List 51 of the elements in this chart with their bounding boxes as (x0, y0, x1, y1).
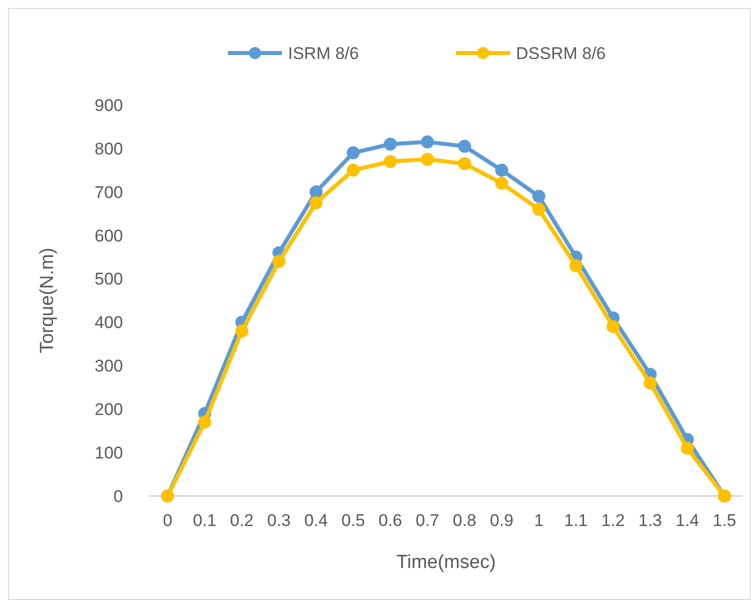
x-tick-label: 1.1 (564, 511, 588, 530)
point (680, 442, 694, 455)
point (198, 416, 212, 429)
point (532, 190, 546, 203)
point (458, 140, 472, 153)
x-tick-label: 0.1 (192, 511, 217, 530)
point (272, 254, 286, 268)
point (310, 196, 323, 210)
point (384, 138, 397, 151)
x-tick-label: 1.4 (675, 511, 700, 530)
y-tick-label: 400 (94, 313, 123, 332)
x-tick-label: 1.2 (601, 511, 625, 530)
x-tick-label: 0.8 (452, 511, 476, 530)
x-tick-label: 1.3 (638, 511, 662, 530)
point (384, 154, 397, 168)
x-tick-label: 0.7 (416, 511, 440, 530)
point (235, 324, 248, 338)
point (420, 152, 434, 166)
x-tick-label: 0 (162, 511, 172, 530)
x-tick-label: 0.5 (341, 511, 366, 530)
point (346, 164, 360, 177)
y-tick-label: 700 (94, 182, 123, 202)
point (606, 320, 620, 334)
legend-label: ISRM 8/6 (288, 44, 359, 63)
y-tick-label: 100 (94, 444, 123, 463)
y-tick-label: 600 (94, 226, 123, 246)
y-tick-label: 300 (94, 356, 123, 376)
x-axis-title: Time(msec) (396, 552, 496, 573)
point (310, 185, 323, 198)
point (495, 164, 508, 177)
point (458, 157, 472, 170)
x-tick-label: 0.2 (230, 511, 254, 530)
y-tick-label: 900 (94, 96, 123, 115)
x-tick-label: 0.9 (490, 511, 514, 530)
y-tick-label: 500 (94, 270, 123, 289)
y-tick-label: 0 (114, 486, 123, 506)
point (346, 146, 360, 160)
point (420, 135, 434, 148)
x-tick-label: 1 (534, 511, 544, 530)
y-tick-label: 200 (94, 400, 123, 420)
x-tick-label: 0.4 (304, 511, 328, 530)
x-tick-label: 1.5 (712, 511, 736, 530)
x-tick-label: 0.3 (267, 511, 291, 530)
point (495, 176, 508, 190)
point (644, 376, 657, 390)
legend-label: DSSRM 8/6 (516, 44, 606, 63)
x-tick-label: 0.6 (378, 511, 402, 530)
point (532, 202, 546, 216)
point (569, 259, 582, 272)
y-axis-title: Torque(N.m) (37, 248, 58, 354)
y-tick-label: 800 (94, 139, 123, 158)
